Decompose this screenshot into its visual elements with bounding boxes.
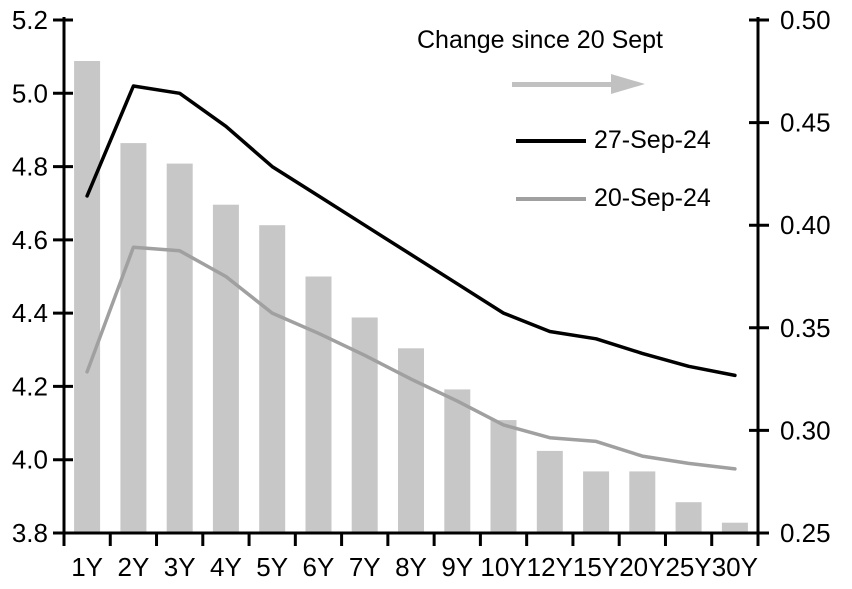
legend-item-27-sep-24: 27-Sep-24 <box>516 126 711 154</box>
bar-10y <box>490 420 517 533</box>
legend-item-20-sep-24: 20-Sep-24 <box>516 184 711 212</box>
right-axis-tick-label: 0.50 <box>780 5 831 35</box>
x-axis-tick-label: 3Y <box>164 552 196 582</box>
bar-1y <box>74 61 101 533</box>
left-axis-tick-label: 4.4 <box>12 298 48 328</box>
right-axis-tick-label: 0.45 <box>780 108 831 138</box>
right-axis-tick-label: 0.25 <box>780 518 831 548</box>
bar-15y <box>583 471 610 533</box>
left-axis-tick-label: 4.2 <box>12 371 48 401</box>
bar-20y <box>629 471 656 533</box>
bar-4y <box>212 204 239 533</box>
legend-label-27-sep-24: 27-Sep-24 <box>594 126 711 154</box>
bar-3y <box>166 163 193 533</box>
right-axis-tick-label: 0.35 <box>780 313 831 343</box>
x-axis-tick-label: 25Y <box>665 552 711 582</box>
x-axis-tick-label: 5Y <box>256 552 288 582</box>
x-axis-tick-label: 15Y <box>573 552 619 582</box>
legend-label-20-sep-24: 20-Sep-24 <box>594 184 711 212</box>
series-line-20-sep-24 <box>85 245 737 471</box>
x-axis-tick-label: 1Y <box>71 552 103 582</box>
x-axis-tick-label: 9Y <box>441 552 473 582</box>
bar-9y <box>444 389 471 533</box>
left-axis-tick-label: 4.0 <box>12 445 48 475</box>
legend-swatch-20-sep-24 <box>516 196 586 201</box>
x-axis-tick-label: 30Y <box>712 552 758 582</box>
bar-30y <box>721 522 748 533</box>
x-axis-tick-label: 6Y <box>303 552 335 582</box>
series-line-27-sep-24 <box>85 84 737 378</box>
x-axis-tick-label: 2Y <box>117 552 149 582</box>
bar-25y <box>675 502 702 533</box>
right-arrow-icon <box>512 72 645 96</box>
legend-title: Change since 20 Sept <box>416 26 663 54</box>
arrow-head <box>611 74 645 94</box>
x-axis-tick-label: 10Y <box>480 552 526 582</box>
x-axis-tick-label: 4Y <box>210 552 242 582</box>
bar-12y <box>536 450 563 533</box>
bar-2y <box>120 143 147 533</box>
right-axis-tick-label: 0.40 <box>780 210 831 240</box>
x-axis-tick-label: 8Y <box>395 552 427 582</box>
left-axis-tick-label: 5.2 <box>12 5 48 35</box>
left-axis-tick-label: 4.6 <box>12 225 48 255</box>
left-axis-tick-label: 3.8 <box>12 518 48 548</box>
arrow-shaft <box>512 81 611 87</box>
x-axis-tick-label: 12Y <box>527 552 573 582</box>
x-axis-tick-label: 7Y <box>349 552 381 582</box>
bar-6y <box>305 276 332 533</box>
bar-5y <box>259 225 286 533</box>
left-axis-tick-label: 4.8 <box>12 152 48 182</box>
left-axis-tick-label: 5.0 <box>12 78 48 108</box>
x-axis-tick-label: 20Y <box>619 552 665 582</box>
right-axis-tick-label: 0.30 <box>780 415 831 445</box>
legend-swatch-27-sep-24 <box>516 138 586 143</box>
